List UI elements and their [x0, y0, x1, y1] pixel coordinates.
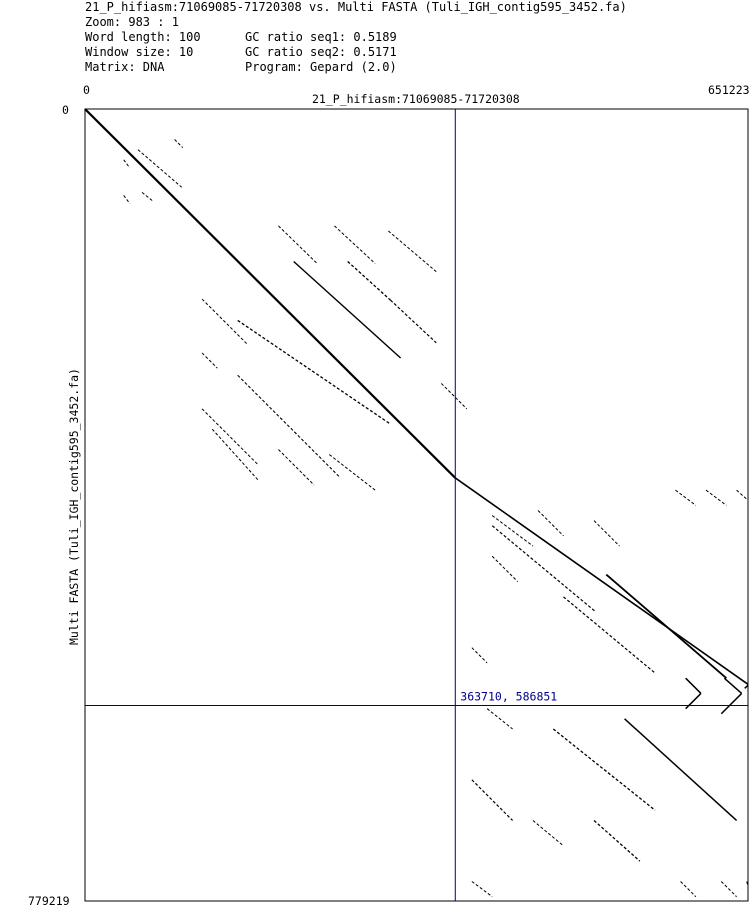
match-segment [471, 779, 514, 821]
match-segment [347, 260, 391, 301]
y-tick-start: 0 [62, 103, 69, 117]
match-segment [84, 108, 457, 479]
x-tick-end: 651223 [708, 83, 750, 97]
match-segment [491, 525, 597, 613]
match-segment [746, 881, 749, 887]
x-tick-start: 0 [83, 83, 90, 97]
zoom-label: Zoom: 983 : 1 [85, 15, 179, 29]
match-segment [471, 647, 488, 664]
match-segment [440, 383, 468, 410]
match-segment [552, 728, 656, 811]
match-segment [593, 819, 641, 862]
x-axis-label: 21_P_hifiasm:71069085-71720308 [312, 92, 520, 106]
dot-segments [84, 108, 749, 898]
match-segment [491, 515, 534, 547]
match-segment [390, 299, 437, 344]
match-segment [705, 489, 727, 506]
match-segment [293, 260, 402, 359]
match-segment [237, 374, 340, 478]
match-segment [486, 708, 513, 730]
y-tick-end: 779219 [28, 894, 70, 908]
match-segment [537, 510, 564, 537]
window-size-label: Window size: 10 [85, 45, 194, 59]
match-segment [605, 573, 727, 679]
match-segment [237, 319, 391, 425]
match-segment [123, 159, 131, 169]
word-length-label: Word length: 100 [85, 30, 201, 44]
gc-ratio-seq2-label: GC ratio seq2: 0.5171 [245, 45, 397, 59]
match-segment [720, 692, 743, 715]
match-segment [680, 881, 697, 898]
plot-frame [84, 108, 749, 902]
match-segment [329, 454, 376, 491]
match-segment [593, 520, 620, 547]
matrix-label: Matrix: DNA [85, 60, 165, 74]
match-segment [278, 449, 315, 486]
match-segment [388, 230, 437, 273]
match-segment [334, 225, 376, 264]
match-segment [744, 684, 749, 689]
match-segment [723, 677, 743, 694]
match-segment [141, 191, 153, 201]
match-segment [201, 408, 259, 466]
match-segment [201, 352, 218, 369]
crosshair-coordinates: 363710, 586851 [460, 689, 557, 703]
gc-ratio-seq1-label: GC ratio seq1: 0.5189 [245, 30, 397, 44]
match-segment [720, 881, 737, 898]
match-segment [201, 298, 249, 346]
match-segment [532, 820, 564, 847]
match-segment [491, 555, 519, 582]
match-segment [736, 489, 749, 501]
match-segment [685, 692, 702, 710]
program-label: Program: Gepard (2.0) [245, 60, 397, 74]
match-segment [174, 139, 184, 148]
match-segment [454, 477, 749, 685]
match-segment [675, 489, 697, 506]
match-segment [471, 881, 493, 898]
match-segment [211, 428, 259, 481]
match-segment [123, 195, 131, 204]
match-segment [278, 225, 318, 264]
plot-title: 21_P_hifiasm:71069085-71720308 vs. Multi… [85, 0, 627, 14]
match-segment [685, 677, 702, 694]
match-segment [624, 718, 738, 822]
